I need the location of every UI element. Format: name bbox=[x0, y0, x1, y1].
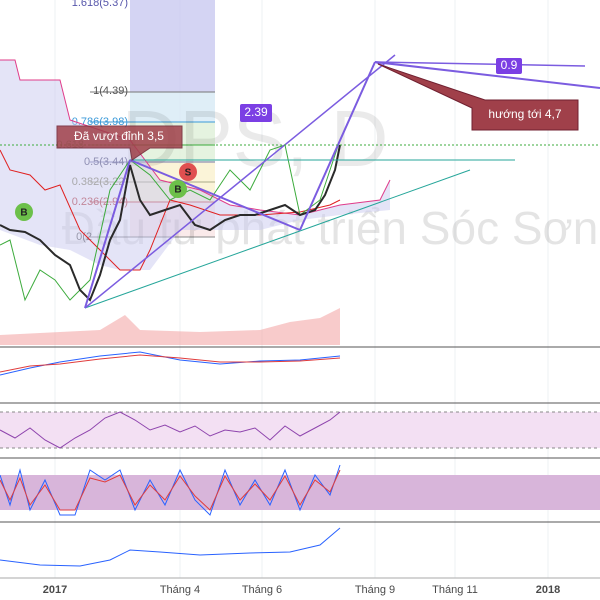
wave bbox=[129, 159, 301, 231]
obv-line bbox=[0, 527, 341, 567]
projection bbox=[84, 54, 396, 309]
stoch-k bbox=[0, 464, 341, 516]
signal-label: B bbox=[174, 185, 181, 196]
signal-label: S bbox=[185, 168, 192, 179]
x-tick-label: 2018 bbox=[536, 584, 560, 596]
callout bbox=[377, 63, 579, 131]
wave-label: 0.9 bbox=[501, 58, 518, 72]
x-tick-label: Tháng 6 bbox=[242, 584, 282, 596]
projection bbox=[374, 61, 600, 89]
x-tick-label: Tháng 11 bbox=[432, 584, 478, 596]
x-tick-label: 2017 bbox=[43, 584, 67, 596]
pane-divider bbox=[0, 346, 600, 579]
fib-label: 1.618(5.37) bbox=[72, 0, 128, 9]
stoch-d bbox=[0, 469, 341, 511]
wave bbox=[299, 61, 376, 231]
label-box bbox=[496, 58, 522, 74]
x-tick-label: Tháng 4 bbox=[160, 584, 200, 596]
signal-line bbox=[0, 354, 341, 373]
x-tick-label: Tháng 9 bbox=[355, 584, 395, 596]
callout bbox=[56, 125, 183, 161]
signal bbox=[15, 203, 33, 221]
wave bbox=[84, 159, 131, 309]
callout-text: Đã vượt đỉnh 3,5 bbox=[74, 129, 164, 143]
fib-zone bbox=[130, 92, 215, 122]
volume bbox=[0, 308, 340, 345]
projection bbox=[374, 61, 586, 67]
cloud bbox=[0, 60, 390, 270]
signal bbox=[179, 163, 197, 181]
signal-label: B bbox=[20, 208, 27, 219]
price-line bbox=[0, 144, 341, 302]
lagging-line bbox=[0, 139, 341, 302]
trend-support bbox=[84, 169, 471, 309]
callout-text: hướng tới 4,7 bbox=[488, 107, 561, 121]
fib-label: 1(4.39) bbox=[93, 85, 128, 97]
wave-label: 2.39 bbox=[244, 105, 268, 119]
signal bbox=[169, 180, 187, 198]
base-line bbox=[0, 149, 341, 271]
label-box bbox=[240, 104, 272, 122]
cloud-edge bbox=[0, 59, 391, 216]
rsi-line bbox=[0, 411, 341, 449]
rsi-band bbox=[0, 412, 600, 448]
fib-zone bbox=[130, 0, 215, 92]
